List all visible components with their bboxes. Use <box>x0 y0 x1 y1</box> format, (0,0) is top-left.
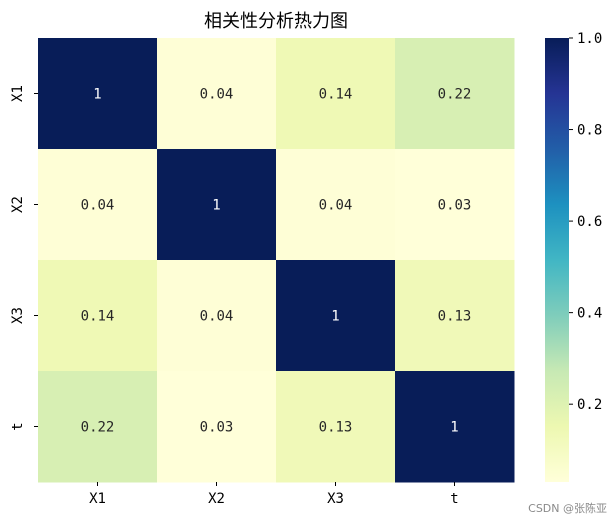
heatmap-cell <box>38 371 158 483</box>
cell-value-label: 0.03 <box>200 420 234 436</box>
heatmap-cell <box>157 149 277 261</box>
heatmap-cell <box>157 260 277 372</box>
cell-value-label: 0.22 <box>438 87 472 103</box>
cell-value-label: 0.13 <box>438 309 472 325</box>
colorbar-tick-label: 0.6 <box>577 214 602 230</box>
colorbar-tick-label: 0.8 <box>577 123 602 139</box>
x-axis: X1 X2 X3 t <box>89 482 459 507</box>
heatmap-cell <box>276 371 396 483</box>
y-tick-label: X2 <box>10 196 26 213</box>
heatmap-cell <box>38 38 158 150</box>
cell-value-label: 0.22 <box>81 420 115 436</box>
heatmap-cell <box>157 371 277 483</box>
y-tick-label: t <box>10 422 26 430</box>
cell-value-label: 0.04 <box>200 309 234 325</box>
chart-title: 相关性分析热力图 <box>204 11 348 32</box>
colorbar-tick-label: 0.4 <box>577 306 602 322</box>
cell-value-label: 1 <box>450 420 458 436</box>
x-tick-label: X1 <box>89 491 106 507</box>
heatmap-cell <box>395 260 515 372</box>
heatmap-cell <box>38 149 158 261</box>
colorbar-tick-label: 1.0 <box>577 31 602 47</box>
heatmap-cell <box>276 38 396 150</box>
heatmap-cell <box>395 38 515 150</box>
cell-value-label: 0.04 <box>319 198 353 214</box>
heatmap-cell <box>157 38 277 150</box>
cell-value-label: 0.04 <box>200 87 234 103</box>
heatmap-cell <box>395 149 515 261</box>
cell-value-label: 0.03 <box>438 198 472 214</box>
x-tick-label: X2 <box>208 491 225 507</box>
cell-value-label: 0.13 <box>319 420 353 436</box>
cell-value-label: 0.04 <box>81 198 115 214</box>
heatmap-cell <box>395 371 515 483</box>
watermark-text: CSDN @张陈亚 <box>528 501 607 515</box>
y-tick-label: X3 <box>10 307 26 324</box>
colorbar-tick-label: 0.2 <box>577 397 602 413</box>
heatmap-cell <box>276 260 396 372</box>
heatmap-cell <box>276 149 396 261</box>
cell-value-label: 0.14 <box>319 87 353 103</box>
y-axis: X1 X2 X3 t <box>10 85 38 431</box>
y-tick-label: X1 <box>10 85 26 102</box>
x-tick-label: t <box>450 491 458 507</box>
cell-value-label: 1 <box>212 198 220 214</box>
colorbar-gradient <box>545 38 569 482</box>
cell-value-label: 1 <box>93 87 101 103</box>
cell-value-label: 1 <box>331 309 339 325</box>
heatmap-cells <box>38 38 515 483</box>
heatmap-cell-labels: 1 0.04 0.14 0.22 0.04 1 0.04 0.03 0.14 0.04 1 0.13 0… <box>81 87 472 436</box>
heatmap-cell <box>38 260 158 372</box>
cell-value-label: 0.14 <box>81 309 115 325</box>
colorbar: 0.2 0.4 0.6 0.8 1.0 <box>545 31 602 482</box>
x-tick-label: X3 <box>327 491 344 507</box>
